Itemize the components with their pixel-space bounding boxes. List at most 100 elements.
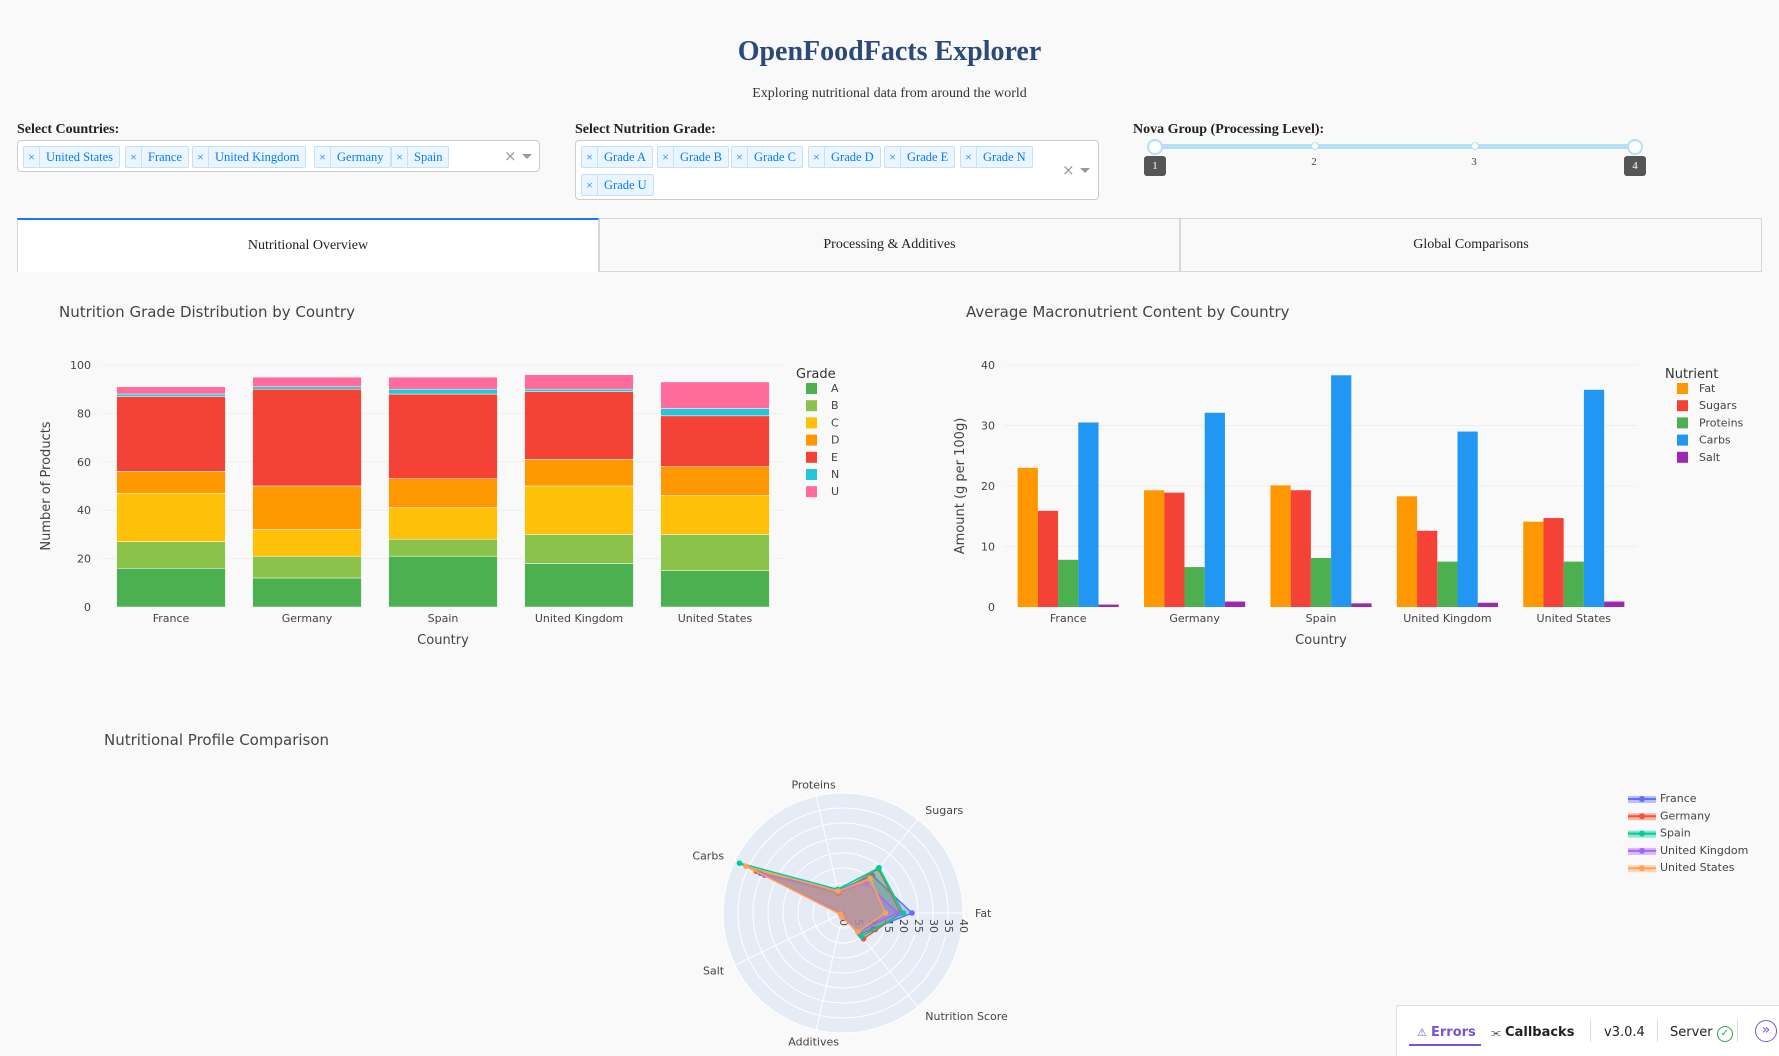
- remove-chip-icon[interactable]: ×: [24, 147, 40, 167]
- bar: [1604, 601, 1625, 607]
- tab-processing-additives[interactable]: Processing & Additives: [599, 218, 1180, 272]
- chevron-down-icon[interactable]: [522, 154, 532, 159]
- y-tick-label: 100: [70, 359, 91, 372]
- slider-mark: 2: [1311, 156, 1317, 168]
- selected-chip[interactable]: × Germany: [314, 146, 391, 168]
- nova-range-slider[interactable]: 1 4 2 3: [1133, 138, 1653, 188]
- chip-label: Grade B: [680, 149, 722, 164]
- remove-chip-icon[interactable]: ×: [126, 147, 142, 167]
- legend-swatch: [806, 383, 817, 394]
- y-tick-label: 60: [77, 456, 91, 469]
- slider-dot: [1311, 142, 1319, 150]
- slider-handle-high[interactable]: [1627, 139, 1643, 155]
- warning-icon: ⚠: [1417, 1026, 1427, 1039]
- server-status[interactable]: Server ✓: [1670, 1025, 1733, 1042]
- bar: [1164, 492, 1185, 607]
- grades-label: Select Nutrition Grade:: [575, 122, 716, 137]
- remove-chip-icon[interactable]: ×: [392, 147, 408, 167]
- x-axis-title: Country: [1295, 633, 1347, 648]
- remove-chip-icon[interactable]: ×: [582, 147, 598, 167]
- bar: [1310, 557, 1332, 607]
- bar: [1270, 485, 1291, 607]
- slider-track[interactable]: [1155, 144, 1635, 149]
- y-tick-label: 80: [77, 407, 91, 420]
- legend-swatch: [806, 469, 817, 480]
- grades-dropdown[interactable]: × × Grade A × Grade B × Grade C × Grade D × Grade…: [575, 140, 1099, 200]
- selected-chip[interactable]: × Grade U: [581, 174, 654, 196]
- remove-chip-icon[interactable]: ×: [961, 147, 977, 167]
- clear-icon[interactable]: ×: [504, 147, 517, 165]
- selected-chip[interactable]: × Grade E: [884, 146, 956, 168]
- y-tick-label: 10: [981, 541, 995, 554]
- bar-segment: [388, 376, 498, 390]
- clear-icon[interactable]: ×: [1062, 161, 1075, 179]
- legend-swatch: [806, 451, 817, 463]
- selected-chip[interactable]: × Grade D: [808, 146, 881, 168]
- x-tick-label: Germany: [282, 612, 333, 625]
- radar-point: [900, 910, 907, 916]
- radar-point: [895, 910, 901, 916]
- selected-chip[interactable]: × Grade C: [731, 146, 803, 168]
- errors-button[interactable]: ⚠ Errors: [1417, 1025, 1476, 1040]
- remove-chip-icon[interactable]: ×: [809, 147, 825, 167]
- divider: [1657, 1020, 1658, 1042]
- x-axis-title: Country: [417, 633, 469, 648]
- callbacks-button[interactable]: ⫘ Callbacks: [1491, 1025, 1574, 1040]
- radar-point: [855, 928, 861, 935]
- bar: [1078, 422, 1099, 607]
- selected-chip[interactable]: × United States: [23, 146, 121, 168]
- bar-segment: [388, 388, 498, 395]
- bar-segment: [388, 507, 498, 540]
- selected-chip[interactable]: × Spain: [391, 146, 450, 168]
- bar: [1204, 412, 1225, 607]
- legend-swatch: [1677, 400, 1688, 412]
- remove-chip-icon[interactable]: ×: [582, 175, 598, 195]
- remove-chip-icon[interactable]: ×: [885, 147, 901, 167]
- radial-tick-label: 20: [897, 919, 910, 933]
- legend-swatch: [806, 400, 817, 412]
- legend-title: Nutrient: [1665, 367, 1718, 382]
- remove-chip-icon[interactable]: ×: [732, 147, 748, 167]
- bar: [1331, 375, 1352, 607]
- errors-label: Errors: [1431, 1025, 1476, 1040]
- remove-chip-icon[interactable]: ×: [658, 147, 674, 167]
- chevron-down-icon[interactable]: [1080, 168, 1090, 173]
- countries-dropdown[interactable]: × × United States × France × United Kingdom × G…: [17, 140, 540, 172]
- bar-segment: [252, 555, 362, 579]
- bar-segment: [660, 570, 770, 608]
- bar: [1583, 389, 1605, 607]
- bar: [1396, 496, 1418, 607]
- bar: [1417, 530, 1438, 607]
- bar: [1563, 561, 1584, 607]
- legend-label: United States: [1660, 861, 1735, 874]
- axis-label: Nutrition Score: [925, 1010, 1008, 1023]
- selected-chip[interactable]: × Grade B: [657, 146, 729, 168]
- tab-global-comparisons[interactable]: Global Comparisons: [1180, 218, 1762, 272]
- selected-chip[interactable]: × France: [125, 146, 190, 168]
- legend-marker: [1639, 830, 1645, 837]
- chip-label: United Kingdom: [215, 149, 300, 164]
- bar-segment: [252, 529, 362, 557]
- bar-segment: [660, 408, 770, 417]
- tab-nutritional-overview[interactable]: Nutritional Overview: [17, 218, 599, 272]
- legend-title: Grade: [796, 367, 836, 382]
- slider-handle-low[interactable]: [1147, 139, 1163, 155]
- bar-segment: [660, 381, 770, 409]
- remove-chip-icon[interactable]: ×: [315, 147, 331, 167]
- selected-chip[interactable]: × Grade A: [581, 146, 653, 168]
- bar-segment: [252, 376, 362, 388]
- radar-point: [863, 880, 870, 887]
- expand-devtools-icon[interactable]: »: [1755, 1020, 1777, 1042]
- slider-mark: 3: [1471, 156, 1477, 168]
- x-tick-label: United States: [1537, 612, 1612, 625]
- bar-segment: [116, 396, 226, 472]
- bar-segment: [388, 393, 498, 479]
- polar-spoke: [734, 912, 844, 966]
- bar: [1098, 604, 1119, 607]
- y-tick-label: 40: [77, 504, 91, 517]
- bar-segment: [524, 534, 634, 564]
- selected-chip[interactable]: × United Kingdom: [192, 146, 307, 168]
- bar-segment: [116, 541, 226, 569]
- remove-chip-icon[interactable]: ×: [193, 147, 209, 167]
- selected-chip[interactable]: × Grade N: [960, 146, 1033, 168]
